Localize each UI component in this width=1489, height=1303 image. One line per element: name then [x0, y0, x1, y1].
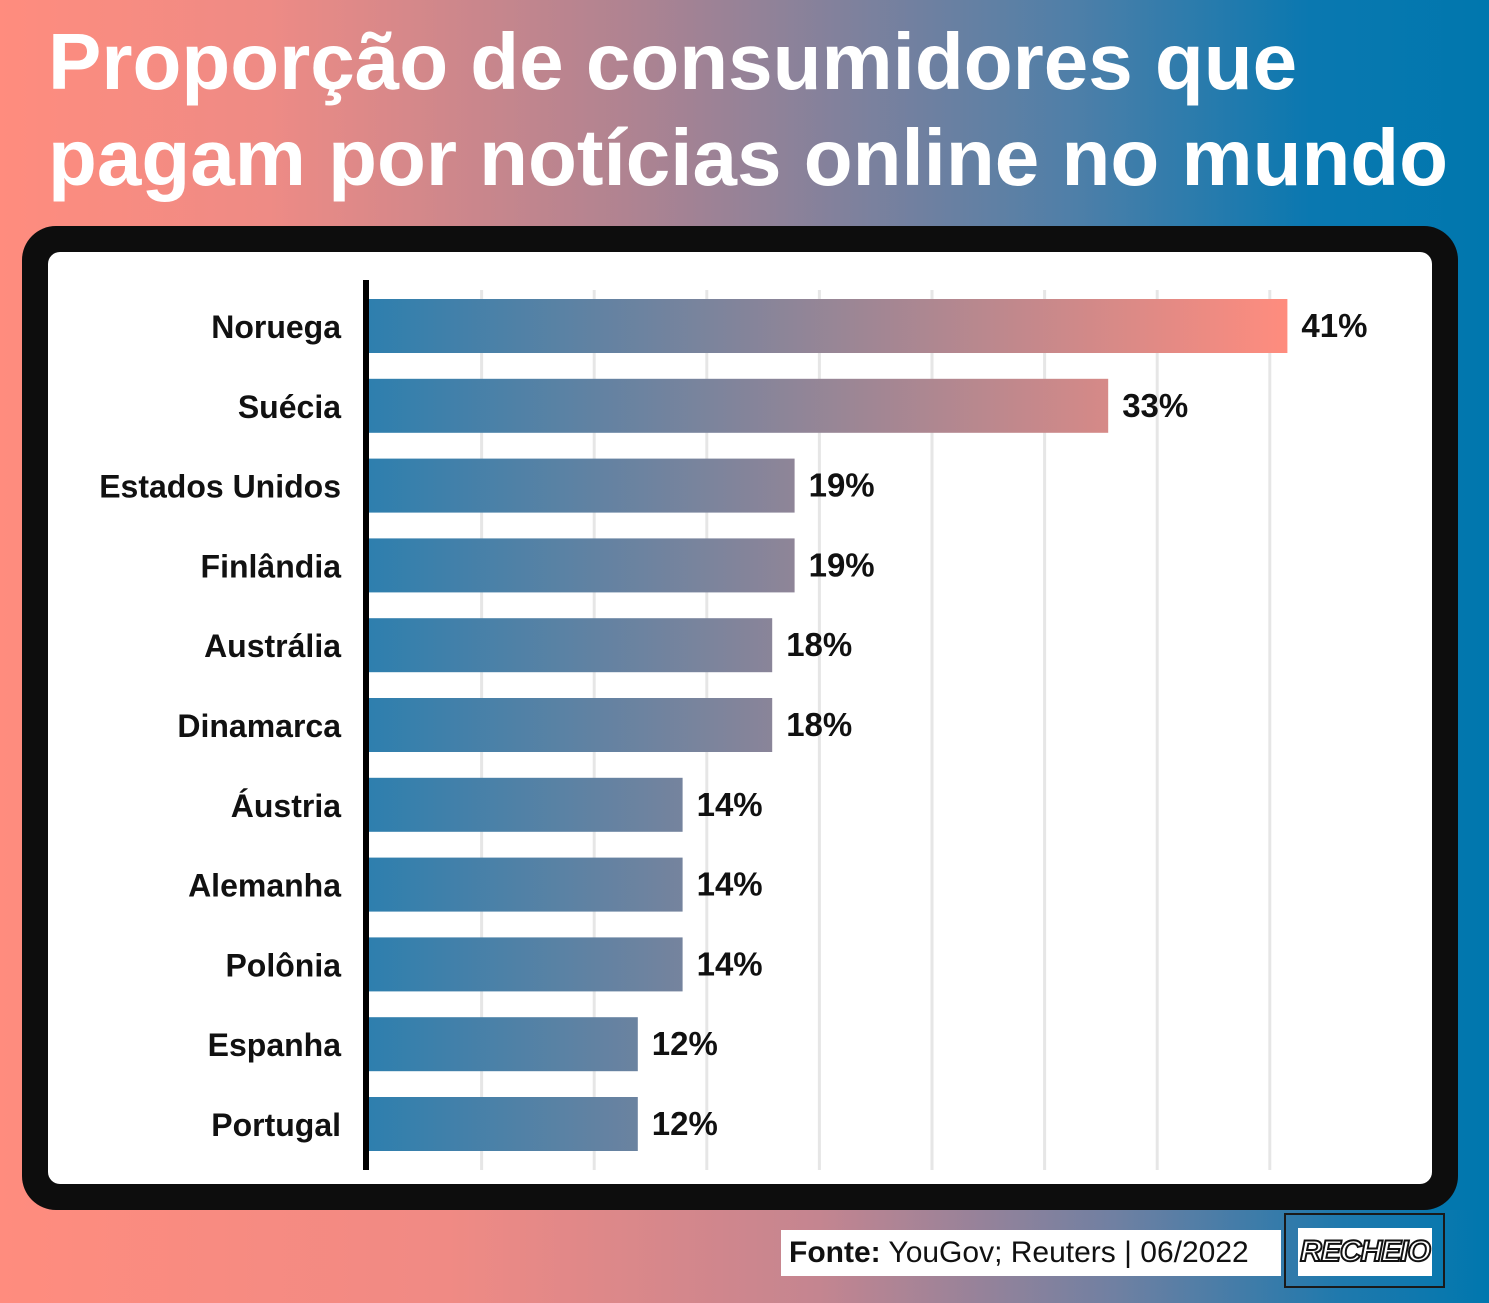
source-prefix: Fonte:	[789, 1236, 881, 1269]
value-label: 12%	[652, 1105, 718, 1142]
category-label: Noruega	[211, 309, 341, 345]
category-label: Estados Unidos	[99, 469, 341, 505]
value-label: 33%	[1122, 387, 1188, 424]
bar	[369, 698, 772, 752]
recheio-logo: RECHEIO	[1298, 1228, 1432, 1276]
chart-panel: Noruega 41% Suécia 33% Estados Unidos 19% Finl…	[48, 252, 1432, 1184]
bar-chart: Noruega 41% Suécia 33% Estados Unidos 19% Finl…	[48, 252, 1432, 1184]
bar	[369, 858, 683, 912]
value-label: 14%	[697, 786, 763, 823]
bar	[369, 778, 683, 832]
category-label: Austrália	[204, 628, 341, 664]
value-label: 14%	[697, 866, 763, 903]
bar	[369, 937, 683, 991]
value-label: 19%	[809, 467, 875, 504]
category-label: Suécia	[238, 389, 341, 425]
value-label: 18%	[786, 626, 852, 663]
chart-title: Proporção de consumidores que pagam por …	[48, 14, 1468, 206]
value-label: 41%	[1301, 307, 1367, 344]
bar	[369, 1097, 638, 1151]
category-label: Portugal	[211, 1107, 341, 1143]
bar	[369, 538, 795, 592]
value-label: 19%	[809, 546, 875, 583]
category-label: Áustria	[231, 788, 341, 824]
bar	[369, 299, 1287, 353]
source-note: Fonte: YouGov; Reuters | 06/2022	[781, 1230, 1281, 1276]
value-label: 12%	[652, 1025, 718, 1062]
bar	[369, 1017, 638, 1071]
value-label: 14%	[697, 945, 763, 982]
bar	[369, 459, 795, 513]
category-label: Dinamarca	[177, 708, 341, 744]
category-label: Espanha	[208, 1027, 342, 1063]
category-label: Finlândia	[201, 548, 342, 584]
category-label: Alemanha	[188, 868, 341, 904]
bar	[369, 379, 1108, 433]
value-label: 18%	[786, 706, 852, 743]
category-label: Polônia	[225, 947, 341, 983]
source-text: YouGov; Reuters | 06/2022	[881, 1236, 1249, 1269]
bar	[369, 618, 772, 672]
